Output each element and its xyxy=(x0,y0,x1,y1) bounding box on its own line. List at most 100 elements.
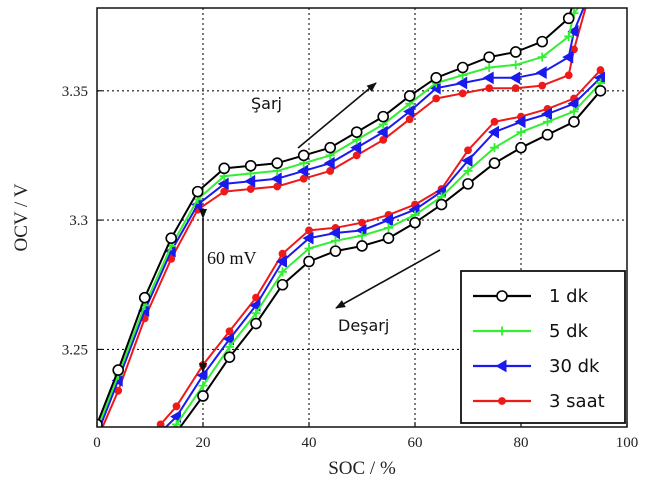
point-marker xyxy=(329,245,342,257)
point-marker xyxy=(225,327,234,336)
point-marker xyxy=(278,267,287,277)
point-marker xyxy=(276,278,289,291)
discharge-series-30-dk xyxy=(163,71,605,427)
point-marker xyxy=(302,231,314,245)
point-marker xyxy=(536,35,549,48)
point-marker xyxy=(377,110,390,123)
point-marker xyxy=(329,226,340,240)
point-marker xyxy=(112,364,124,376)
point-marker xyxy=(569,106,579,116)
discharge-annotation: Deşarj xyxy=(338,316,389,335)
point-marker xyxy=(456,61,469,74)
point-marker xyxy=(403,90,416,102)
point-marker xyxy=(538,81,547,90)
x-tick-label: 0 xyxy=(93,435,101,451)
point-marker xyxy=(173,426,180,427)
curves xyxy=(97,0,607,453)
point-marker xyxy=(567,24,579,38)
point-marker xyxy=(405,115,414,124)
point-marker xyxy=(138,291,151,304)
point-marker xyxy=(483,51,496,63)
point-marker xyxy=(223,332,234,346)
gap-label-background xyxy=(206,245,270,271)
x-tick-label: 80 xyxy=(514,435,529,451)
point-marker xyxy=(456,76,468,90)
charge-series-1-dk xyxy=(97,0,579,427)
point-marker xyxy=(509,71,521,85)
x-axis-label: SOC / % xyxy=(328,458,396,479)
point-marker xyxy=(156,443,166,453)
point-marker xyxy=(246,185,255,193)
point-marker xyxy=(461,154,473,167)
point-marker xyxy=(172,419,181,427)
point-marker xyxy=(273,182,282,191)
point-marker xyxy=(488,157,501,169)
point-marker xyxy=(562,12,575,25)
point-marker xyxy=(409,216,421,229)
point-marker xyxy=(97,418,103,427)
discharge-arrow xyxy=(335,249,441,309)
point-marker xyxy=(484,62,494,72)
point-marker xyxy=(435,198,448,211)
point-marker xyxy=(278,249,287,258)
legend: 1 dk 5 dk 30 dk 3 saat xyxy=(460,270,626,424)
point-marker xyxy=(217,177,229,191)
point-marker xyxy=(223,351,236,363)
point-marker xyxy=(543,117,552,127)
legend-label: 3 saat xyxy=(549,391,605,412)
point-marker xyxy=(511,84,520,93)
point-marker xyxy=(276,255,287,268)
point-marker xyxy=(220,187,229,196)
point-marker xyxy=(170,410,181,424)
point-marker xyxy=(172,402,181,411)
point-marker xyxy=(197,390,209,402)
y-axis-label: OCV / V xyxy=(11,183,32,251)
point-marker xyxy=(495,359,507,373)
point-marker xyxy=(462,178,474,190)
plot-frame xyxy=(96,7,628,428)
point-marker xyxy=(541,107,552,121)
point-marker xyxy=(379,136,388,144)
axis-ticks: 0 20 40 60 80 100 3.25 3.3 3.35 xyxy=(62,84,639,451)
discharge-series-1-dk xyxy=(156,84,607,453)
point-marker xyxy=(191,185,204,198)
point-marker xyxy=(569,0,579,5)
point-marker xyxy=(244,159,257,172)
y-tick-label: 3.25 xyxy=(62,342,88,358)
discharge-series-5-dk xyxy=(172,78,605,427)
point-marker xyxy=(324,141,337,154)
discharge-line xyxy=(159,69,602,426)
y-tick-label: 3.35 xyxy=(62,84,88,100)
point-marker xyxy=(305,226,313,235)
point-marker xyxy=(331,236,340,246)
point-marker xyxy=(498,397,506,405)
point-marker xyxy=(326,167,335,175)
point-marker xyxy=(250,317,262,330)
point-marker xyxy=(323,156,335,170)
point-marker xyxy=(562,50,574,64)
point-marker xyxy=(564,71,573,80)
point-marker xyxy=(535,66,547,80)
point-marker xyxy=(303,255,315,268)
point-marker xyxy=(567,97,579,111)
point-marker xyxy=(350,126,363,138)
point-marker xyxy=(163,425,166,427)
point-marker xyxy=(384,223,393,233)
point-marker xyxy=(297,164,309,178)
point-marker xyxy=(458,89,467,98)
point-marker xyxy=(511,60,521,70)
gap-annotation: 60 mV xyxy=(207,248,257,268)
point-marker xyxy=(537,52,547,62)
point-marker xyxy=(252,293,260,302)
point-marker xyxy=(382,213,393,227)
annotations: Şarj Deşarj 60 mV xyxy=(199,82,441,373)
point-marker xyxy=(490,117,499,126)
point-marker xyxy=(156,420,165,427)
point-marker xyxy=(299,174,308,183)
point-marker xyxy=(270,172,282,186)
point-marker xyxy=(464,146,472,155)
point-marker xyxy=(596,66,605,74)
point-marker xyxy=(218,162,230,175)
point-marker xyxy=(514,115,526,129)
point-marker xyxy=(358,218,366,227)
